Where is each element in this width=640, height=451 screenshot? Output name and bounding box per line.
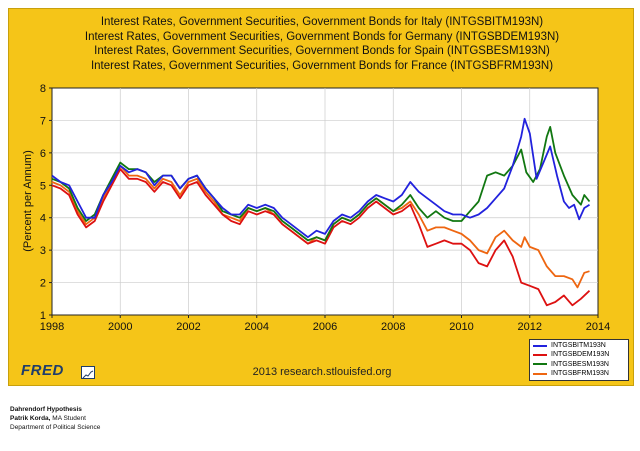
x-tick-label: 2010 <box>449 321 473 333</box>
chart-title-france: Interest Rates, Government Securities, G… <box>90 59 554 72</box>
y-tick-label: 2 <box>40 278 46 290</box>
chart-frame: Interest Rates, Government Securities, G… <box>8 8 634 386</box>
footer: Dahrendorf Hypothesis Patrik Korda, MA S… <box>10 405 100 432</box>
y-tick-label: 6 <box>40 148 46 160</box>
legend-swatch <box>533 353 547 356</box>
x-tick-label: 2008 <box>381 321 405 333</box>
fred-logo: FRED <box>21 362 64 379</box>
series-line-intgsbdem193n <box>51 168 591 307</box>
legend-label: INTGSBFRM193N <box>551 369 609 377</box>
chart-titles: Interest Rates, Government Securities, G… <box>9 15 635 73</box>
footer-author: Patrik Korda, MA Student <box>10 414 100 423</box>
fred-chart-icon <box>81 366 95 379</box>
x-tick-label: 2002 <box>176 321 200 333</box>
footer-title: Dahrendorf Hypothesis <box>10 406 82 413</box>
x-tick-label: 2012 <box>518 321 542 333</box>
y-tick-label: 7 <box>40 115 46 127</box>
y-tick-label: 4 <box>40 213 46 225</box>
legend-item: INTGSBESM193N <box>533 360 625 369</box>
legend-swatch <box>533 344 547 347</box>
legend: INTGSBITM193N INTGSBDEM193N INTGSBESM193N I… <box>529 339 629 381</box>
x-tick-label: 2006 <box>313 321 337 333</box>
line-chart: 1 2 3 4 5 6 7 8 1998 2000 2002 2004 2006 2008 2010 2012… <box>22 83 610 333</box>
chart-title-italy: Interest Rates, Government Securities, G… <box>100 16 544 28</box>
legend-label: INTGSBITM193N <box>551 342 606 349</box>
y-tick-label: 8 <box>40 83 46 95</box>
grid <box>52 88 598 315</box>
legend-label: INTGSBDEM193N <box>551 351 610 359</box>
series-lines <box>51 117 591 307</box>
x-tick-label: 2014 <box>586 321 610 333</box>
series-line-intgsbitm193n <box>51 117 590 239</box>
footer-department: Department of Political Science <box>10 424 101 431</box>
mini-chart-icon <box>82 370 94 379</box>
footer-author-role: MA Student <box>50 415 86 422</box>
legend-item: INTGSBFRM193N <box>533 369 625 378</box>
chart-title-spain: Interest Rates, Government Securities, G… <box>94 45 550 57</box>
source-text: 2013 research.stlouisfed.org <box>252 366 392 378</box>
y-tick-label: 3 <box>40 245 46 257</box>
chart-title-germany: Interest Rates, Government Securities, G… <box>84 30 560 43</box>
x-tick-label: 2004 <box>245 321 269 333</box>
legend-swatch <box>533 372 547 375</box>
legend-label: INTGSBESM193N <box>551 360 609 368</box>
axis-ticks: 1 2 3 4 5 6 7 8 1998 2000 2002 2004 2006 2008 2010 2012… <box>40 83 610 333</box>
y-axis-label: (Percent per Annum) <box>22 150 34 252</box>
legend-item: INTGSBDEM193N <box>533 350 625 359</box>
legend-item: INTGSBITM193N <box>533 341 625 350</box>
legend-swatch <box>533 363 547 366</box>
x-tick-label: 2000 <box>108 321 132 333</box>
footer-author-name: Patrik Korda, <box>10 415 51 422</box>
y-tick-label: 5 <box>40 180 46 192</box>
y-tick-label: 1 <box>40 310 46 322</box>
x-tick-label: 1998 <box>40 321 64 333</box>
